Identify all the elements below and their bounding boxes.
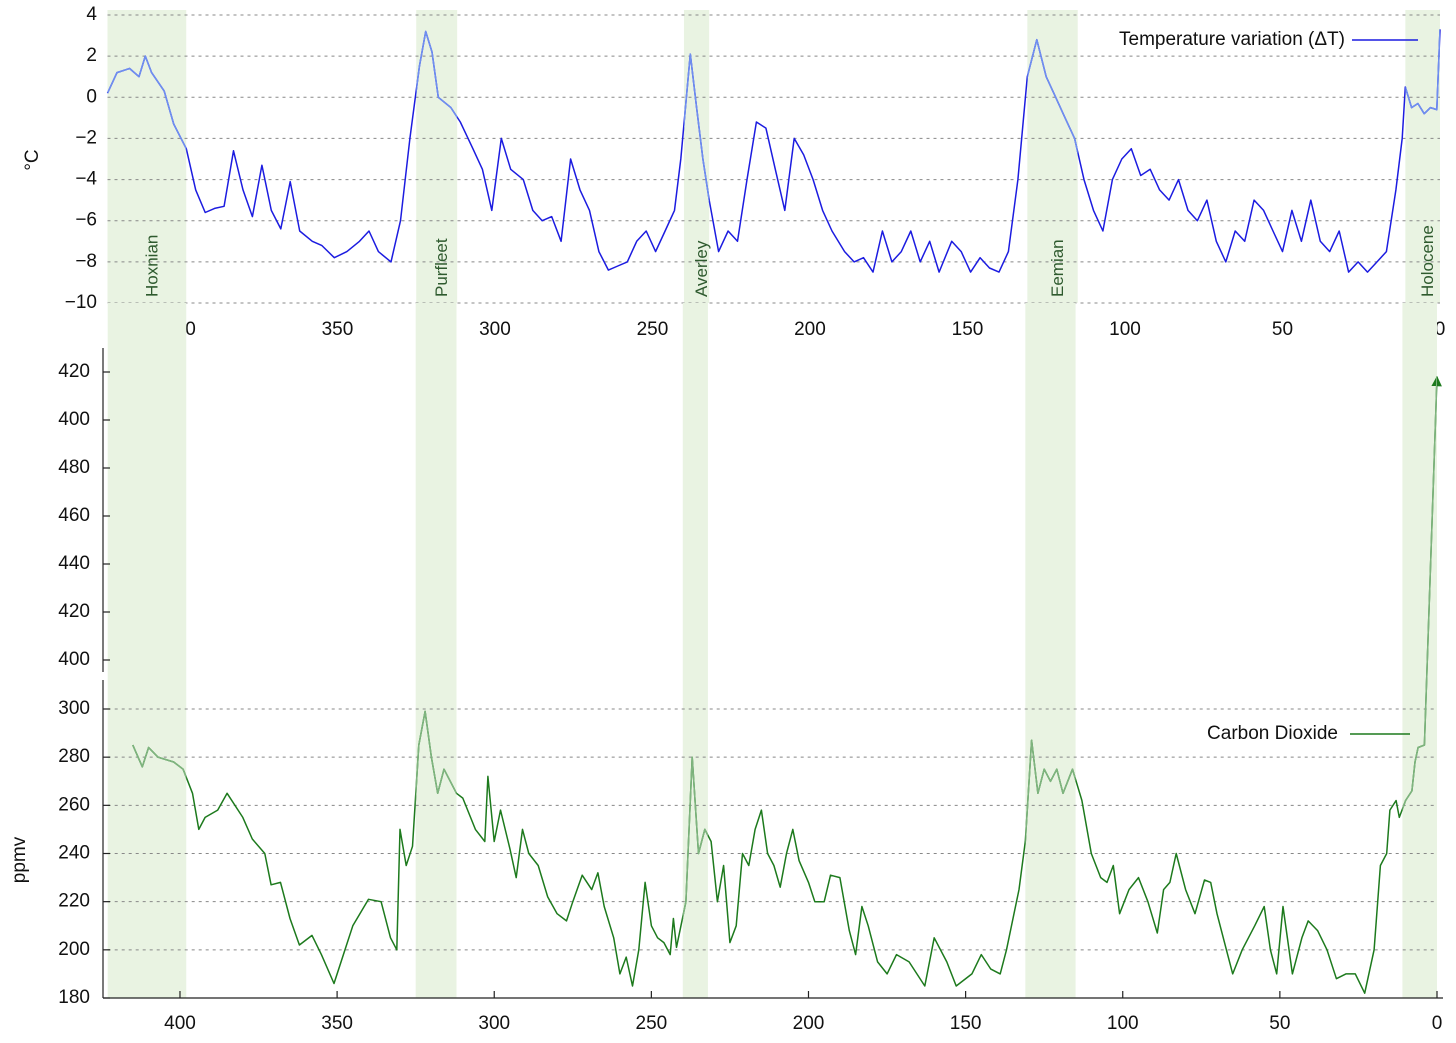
data-line: [132, 375, 1442, 994]
y-tick-label: 280: [58, 746, 90, 767]
y-tick-label: 260: [58, 794, 90, 815]
legend-label: Carbon Dioxide: [1207, 723, 1338, 744]
interglacial-band: [1402, 303, 1437, 998]
interglacial-band: [107, 303, 187, 998]
y-tick-label: 480: [58, 457, 90, 478]
interglacial-band: [1027, 10, 1078, 303]
x-tick-label: 300: [478, 1013, 510, 1034]
y-tick-label: −8: [75, 251, 97, 272]
x-tick-label: 150: [952, 319, 984, 340]
x-tick-label: 200: [794, 319, 826, 340]
y-tick-label: 440: [58, 553, 90, 574]
x-tick-label: 50: [1269, 1013, 1290, 1034]
interglacial-band: [1405, 10, 1440, 303]
interglacial-band: [416, 10, 458, 303]
y-tick-label: 240: [58, 843, 90, 864]
interglacial-band: [1025, 303, 1076, 998]
band-label: Eemian: [1048, 239, 1067, 297]
x-tick-label: 100: [1109, 319, 1141, 340]
y-axis-label: °C: [22, 149, 43, 170]
y-tick-label: 2: [86, 45, 97, 66]
y-tick-label: 200: [58, 939, 90, 960]
y-tick-label: 420: [58, 361, 90, 382]
y-tick-label: 460: [58, 505, 90, 526]
band-label: Purfleet: [432, 238, 451, 297]
y-tick-label: −2: [75, 127, 97, 148]
x-tick-label: 200: [793, 1013, 825, 1034]
x-tick-label: 50: [1272, 319, 1293, 340]
x-tick-label: 0: [1432, 1013, 1443, 1034]
x-tick-label: 150: [950, 1013, 982, 1034]
data-line: [106, 29, 1441, 273]
y-tick-label: 420: [58, 601, 90, 622]
y-tick-label: 220: [58, 891, 90, 912]
band-label: Holocene: [1418, 225, 1437, 297]
y-tick-label: −4: [75, 169, 97, 190]
y-tick-label: 0: [86, 86, 97, 107]
x-tick-label: 0: [1435, 319, 1446, 340]
interglacial-band: [683, 10, 710, 303]
legend-label: Temperature variation (ΔT): [1119, 29, 1345, 50]
y-tick-label: 180: [58, 987, 90, 1008]
y-tick-label: 400: [58, 409, 90, 430]
x-tick-label: 350: [322, 319, 354, 340]
x-tick-label: 100: [1107, 1013, 1139, 1034]
y-tick-label: 4: [86, 4, 97, 25]
band-label: Averley: [692, 240, 711, 297]
x-tick-label: 250: [636, 1013, 668, 1034]
interglacial-band: [415, 303, 457, 998]
y-tick-label: 300: [58, 698, 90, 719]
x-tick-label: 400: [164, 1013, 196, 1034]
data-line-highlight: [132, 376, 1437, 994]
band-label: Hoxnian: [142, 235, 161, 297]
x-tick-label: 350: [321, 1013, 353, 1034]
y-tick-label: −10: [65, 292, 97, 313]
x-tick-label: 250: [637, 319, 669, 340]
y-tick-label: −6: [75, 210, 97, 231]
x-tick-label: 300: [479, 319, 511, 340]
y-axis-label: ppmv: [9, 836, 30, 883]
y-tick-label: 400: [58, 649, 90, 670]
